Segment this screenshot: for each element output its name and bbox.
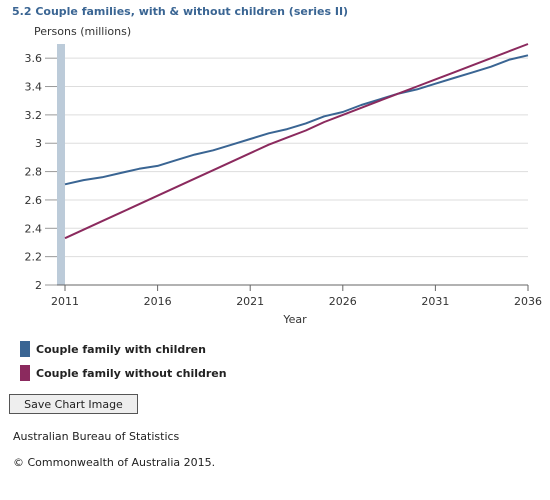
- x-ticks: 2011 2016 2021 2026 2031 2036: [51, 285, 542, 308]
- x-tick-label: 2011: [51, 295, 79, 308]
- series-line-without-children[interactable]: [64, 43, 529, 240]
- x-tick-label: 2036: [514, 295, 542, 308]
- gridlines: [45, 57, 528, 286]
- legend-swatch-without-children: [20, 365, 30, 381]
- legend-item-without-children[interactable]: Couple family without children: [20, 365, 227, 381]
- x-tick-label: 2031: [421, 295, 449, 308]
- y-tick-label: 2.8: [25, 166, 43, 179]
- series-line-with-children[interactable]: [64, 54, 529, 186]
- legend-label-with-children: Couple family with children: [36, 342, 206, 356]
- source-text: Australian Bureau of Statistics: [13, 430, 180, 443]
- y-tick-label: 3.4: [25, 81, 43, 94]
- y-axis-band: [57, 44, 65, 285]
- legend-swatch-with-children: [20, 341, 30, 357]
- x-axis-label: Year: [282, 313, 307, 326]
- copyright-text: © Commonwealth of Australia 2015.: [13, 456, 216, 469]
- series-lines: [64, 43, 529, 240]
- y-tick-label: 3: [35, 137, 42, 150]
- x-tick-label: 2016: [144, 295, 172, 308]
- y-tick-label: 3.6: [25, 52, 43, 65]
- chart-title: 5.2 Couple families, with & without chil…: [12, 5, 349, 18]
- line-chart: 3.6 3.4 3.2 3 2.8 2.6 2.4 2.2 2 2011 2016 2021 2026…: [25, 43, 542, 326]
- y-tick-label: 3.2: [25, 109, 43, 122]
- y-tick-label: 2.2: [25, 251, 43, 264]
- y-tick-label: 2.6: [25, 194, 43, 207]
- x-tick-label: 2026: [329, 295, 357, 308]
- legend: Couple family with children Couple famil…: [20, 341, 227, 389]
- save-chart-image-button[interactable]: Save Chart Image: [9, 394, 138, 414]
- y-tick-labels: 3.6 3.4 3.2 3 2.8 2.6 2.4 2.2 2: [25, 52, 43, 292]
- y-tick-label: 2: [35, 279, 42, 292]
- legend-label-without-children: Couple family without children: [36, 366, 227, 380]
- legend-item-with-children[interactable]: Couple family with children: [20, 341, 227, 357]
- y-axis-label: Persons (millions): [34, 25, 132, 38]
- x-tick-label: 2021: [236, 295, 264, 308]
- y-tick-label: 2.4: [25, 222, 43, 235]
